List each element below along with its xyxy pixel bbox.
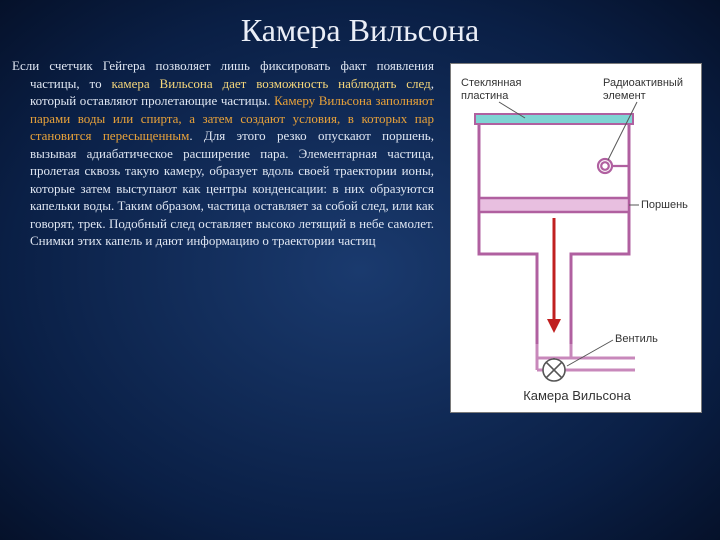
wilson-chamber-diagram: СтекляннаяпластинаРадиоактивныйэлементПо… (455, 68, 699, 408)
text-seg3: . Для этого резко опускают поршень, вызы… (30, 128, 434, 248)
page-title: Камера Вильсона (0, 0, 720, 57)
figure-column: СтекляннаяпластинаРадиоактивныйэлементПо… (450, 57, 702, 413)
svg-text:Вентиль: Вентиль (615, 333, 658, 345)
figure-frame: СтекляннаяпластинаРадиоактивныйэлементПо… (450, 63, 702, 413)
svg-text:Поршень: Поршень (641, 199, 688, 211)
highlight-orange-2: пересыщенным (103, 128, 189, 143)
body-paragraph: Если счетчик Гейгера позволяет лишь фикс… (12, 57, 438, 413)
content-area: Если счетчик Гейгера позволяет лишь фикс… (0, 57, 720, 413)
svg-text:Камера Вильсона: Камера Вильсона (523, 388, 631, 403)
highlight-yellow: камера Вильсона дает возможность наблюда… (111, 76, 430, 91)
